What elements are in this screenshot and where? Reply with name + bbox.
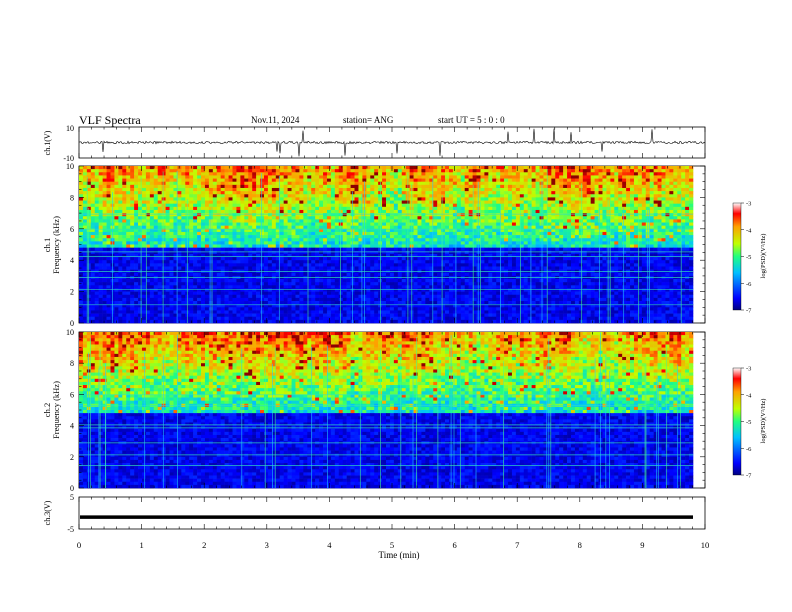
colorbar-tick-label: -5 [746, 254, 751, 261]
x-tick-label: 10 [701, 540, 710, 550]
date-label: Nov.11, 2024 [251, 115, 300, 125]
x-tick-label: 1 [139, 540, 143, 550]
ch1-waveform-panel: 10 -10 ch.1(V) [43, 124, 706, 163]
freq-tick-label: 0 [70, 319, 74, 328]
colorbar-tick-label: -6 [746, 281, 752, 288]
ch2-spectrogram-image [79, 332, 694, 489]
x-tick-label: 9 [640, 540, 644, 550]
x-tick-label: 0 [77, 540, 81, 550]
freq-tick-label: 0 [70, 484, 74, 493]
freq-tick-label: 6 [70, 390, 74, 399]
freq-tick-label: 10 [66, 328, 74, 337]
freq-tick-label: 6 [70, 225, 74, 234]
freq-tick-label: 8 [70, 193, 74, 202]
x-tick-label: 2 [202, 540, 206, 550]
ch2-colorbar-label: log(PSD)(V²/Hz) [760, 399, 767, 444]
freq-tick-label: 2 [70, 453, 74, 462]
colorbar-tick-label: -7 [746, 473, 752, 480]
colorbar-tick-label: -6 [746, 446, 752, 453]
colorbar-tick-label: -7 [746, 308, 752, 315]
freq-tick-label: 10 [66, 162, 74, 171]
station-label: station= ANG [343, 115, 394, 125]
x-axis-label: Time (min) [379, 550, 420, 560]
ch3-waveform-ylabel: ch.3(V) [43, 500, 52, 525]
colorbar-tick-label: -3 [746, 366, 751, 373]
freq-tick-label: 2 [70, 288, 74, 297]
ch1-ytick-bottom: -10 [63, 154, 74, 163]
freq-tick-label: 4 [70, 256, 74, 265]
colorbar-tick-label: -4 [746, 227, 752, 234]
ch3-ytick-top: 5 [70, 493, 74, 502]
x-tick-label: 5 [390, 540, 394, 550]
x-tick-label: 3 [265, 540, 269, 550]
ch1-ytick-top: 10 [66, 124, 74, 133]
x-tick-label: 4 [327, 540, 332, 550]
ch1-colorbar [732, 202, 742, 311]
ch1-waveform-trace [78, 128, 706, 157]
freq-tick-label: 4 [70, 422, 74, 431]
colorbar-tick-label: -3 [746, 201, 751, 208]
ch3-waveform-panel: 5 -5 ch.3(V) [43, 493, 706, 534]
ch2-ylabel-frequency: Frequency (kHz) [51, 381, 61, 439]
ch3-ytick-bottom: -5 [67, 525, 74, 534]
x-tick-label: 7 [515, 540, 519, 550]
ch1-ylabel-channel: ch.1 [42, 238, 52, 252]
ch2-ylabel-channel: ch.2 [42, 403, 52, 417]
freq-tick-label: 8 [70, 359, 74, 368]
ch1-ylabel-frequency: Frequency (kHz) [51, 216, 61, 274]
ch1-colorbar-label: log(PSD)(V²/Hz) [760, 234, 767, 279]
ch1-waveform-ylabel: ch.1(V) [43, 130, 52, 155]
figure-title: VLF Spectra [79, 113, 141, 127]
start-time-label: start UT = 5 : 0 : 0 [438, 115, 505, 125]
ch2-colorbar [732, 367, 742, 476]
colorbar-tick-label: -4 [746, 392, 752, 399]
ch1-spectrogram-image [79, 166, 694, 324]
x-tick-label: 6 [452, 540, 456, 550]
colorbar-tick-label: -5 [746, 419, 751, 426]
x-tick-label: 8 [578, 540, 582, 550]
